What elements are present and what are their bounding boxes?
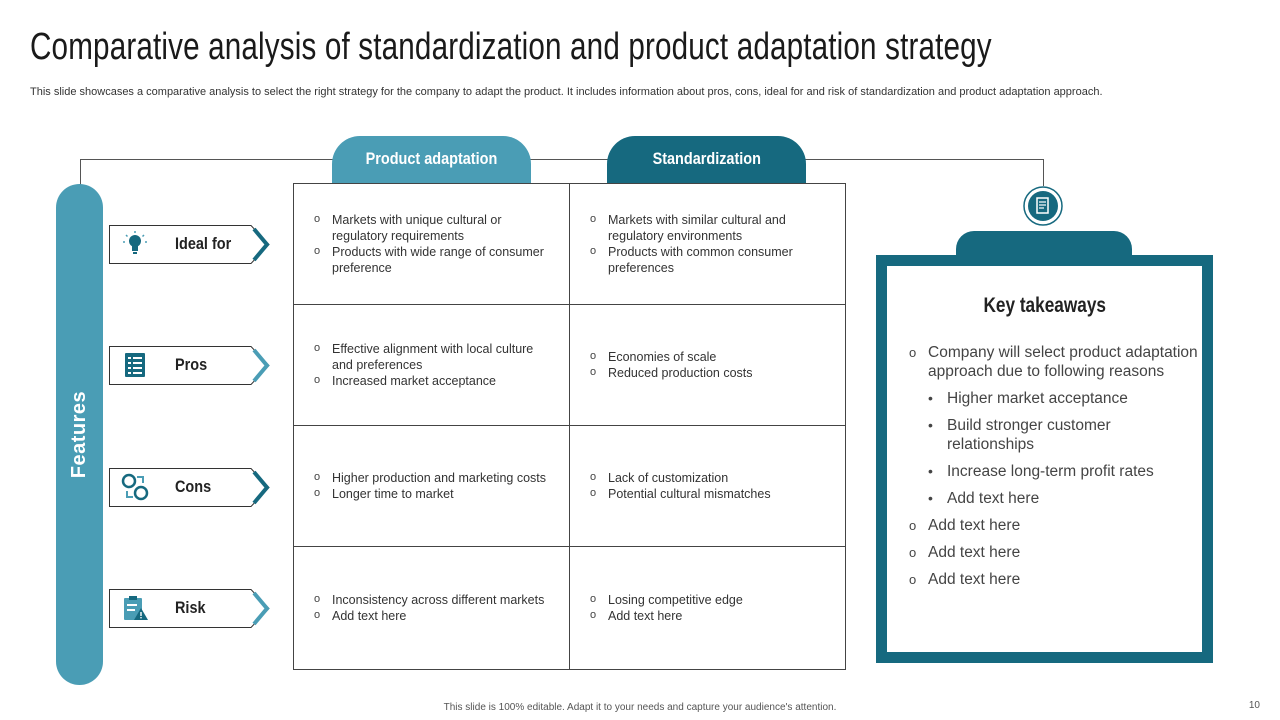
connector-line [80, 159, 1044, 160]
column-header-standardization: Standardization [607, 136, 806, 184]
exchange-icon [121, 473, 149, 501]
cell-item: Potential cultural mismatches [590, 485, 771, 502]
cell-item: Add text here [590, 607, 743, 624]
page-number: 10 [1248, 700, 1260, 711]
cell-item: Effective alignment with local culture a… [314, 340, 557, 373]
row-tag-cons: Cons [109, 468, 270, 507]
row-tag-pros: Pros [109, 346, 270, 385]
cell-item: Products with wide range of consumer pre… [314, 243, 557, 276]
connector-line-left [80, 159, 81, 185]
key-takeaways-box: Key takeaways Company will select produc… [876, 255, 1213, 663]
takeaway-item: Company will select product adaptation a… [909, 343, 1199, 381]
takeaway-subitem: Higher market acceptance [909, 389, 1199, 408]
row-label: Ideal for [175, 234, 232, 253]
cell-ideal-for-standardization: Markets with similar cultural and regula… [570, 184, 846, 305]
takeaway-subitem: Build stronger customer relationships [909, 416, 1199, 454]
takeaway-subitem: Increase long-term profit rates [909, 462, 1199, 481]
cell-item: Lack of customization [590, 469, 771, 486]
lightbulb-icon [123, 231, 147, 254]
features-label-wrap: Features [56, 184, 103, 685]
connector-line-right [1043, 159, 1044, 186]
tag-shape [109, 346, 270, 385]
cell-item: Losing competitive edge [590, 591, 743, 608]
cell-pros-product-adaptation: Effective alignment with local culture a… [294, 305, 570, 426]
cell-pros-standardization: Economies of scale Reduced production co… [570, 305, 846, 426]
cell-cons-standardization: Lack of customization Potential cultural… [570, 426, 846, 547]
cell-risk-product-adaptation: Inconsistency across different markets A… [294, 547, 570, 669]
takeaway-item: Add text here [909, 570, 1199, 589]
cell-cons-product-adaptation: Higher production and marketing costs Lo… [294, 426, 570, 547]
row-tag-ideal-for: Ideal for [109, 225, 270, 264]
key-takeaways-title-text: Key takeaways [983, 294, 1106, 317]
row-label: Risk [175, 598, 206, 617]
column-header-label: Product adaptation [365, 149, 498, 168]
cell-item: Markets with similar cultural and regula… [590, 211, 834, 244]
cell-item: Economies of scale [590, 348, 753, 365]
slide-title: Comparative analysis of standardization … [30, 26, 992, 68]
checklist-icon [125, 353, 145, 377]
takeaway-subitem: Add text here [909, 489, 1199, 508]
column-header-product-adaptation: Product adaptation [332, 136, 531, 184]
clipboard-warning-icon [124, 596, 148, 620]
cell-item: Higher production and marketing costs [314, 469, 546, 486]
takeaway-item: Add text here [909, 543, 1199, 562]
comparison-grid: Markets with unique cultural or regulato… [293, 183, 846, 670]
features-label: Features [68, 390, 90, 479]
row-label: Cons [175, 477, 212, 496]
features-pill [56, 184, 103, 685]
takeaway-item: Add text here [909, 516, 1199, 535]
tag-shape [109, 589, 270, 628]
column-header-label: Standardization [652, 149, 761, 168]
cell-item: Longer time to market [314, 485, 546, 502]
cell-ideal-for-product-adaptation: Markets with unique cultural or regulato… [294, 184, 570, 305]
row-tag-risk: Risk [109, 589, 270, 628]
tag-shape [109, 468, 270, 507]
cell-item: Products with common consumer preference… [590, 243, 834, 276]
cell-item: Increased market acceptance [314, 372, 557, 389]
document-icon [1023, 186, 1063, 226]
tag-shape [109, 225, 270, 264]
slide-footer: This slide is 100% editable. Adapt it to… [443, 702, 837, 713]
row-label: Pros [175, 355, 208, 374]
cell-risk-standardization: Losing competitive edge Add text here [570, 547, 846, 669]
cell-item: Add text here [314, 607, 544, 624]
key-takeaways-list: Company will select product adaptation a… [909, 343, 1199, 597]
cell-item: Inconsistency across different markets [314, 591, 544, 608]
slide-subtitle: This slide showcases a comparative analy… [30, 86, 1103, 98]
cell-item: Reduced production costs [590, 364, 753, 381]
key-takeaways-tab [956, 231, 1132, 259]
key-takeaways-title: Key takeaways [887, 294, 1202, 318]
cell-item: Markets with unique cultural or regulato… [314, 211, 557, 244]
